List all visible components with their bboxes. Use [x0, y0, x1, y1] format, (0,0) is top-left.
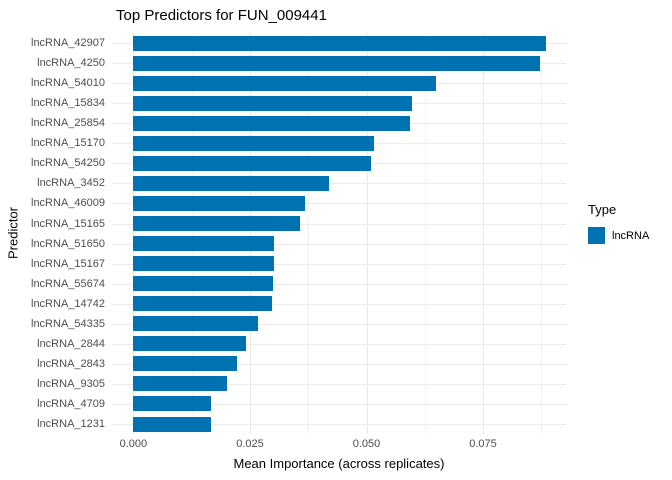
- y-tick-label: lncRNA_15170: [31, 137, 105, 150]
- bar-lncRNA_51650: [133, 236, 275, 251]
- bar-lncRNA_54250: [133, 155, 372, 171]
- legend-item-label: lncRNA: [612, 229, 650, 242]
- y-tick-label: lncRNA_51650: [31, 237, 105, 250]
- gridline-minor: [191, 33, 193, 434]
- gridline-major: [483, 33, 484, 434]
- gridline-row: [112, 323, 566, 325]
- bar-lncRNA_15165: [133, 216, 301, 231]
- y-tick-label: lncRNA_42907: [31, 37, 105, 49]
- bar-lncRNA_42907: [133, 35, 546, 51]
- x-axis-title: Mean Importance (across replicates): [233, 456, 445, 471]
- gridline-row: [112, 263, 566, 265]
- y-tick-label: lncRNA_14742: [31, 297, 105, 310]
- plot-panel: [112, 33, 566, 434]
- gridline-minor: [308, 33, 310, 434]
- x-tick-label: 0.050: [352, 438, 381, 450]
- y-tick-label: lncRNA_25854: [31, 117, 105, 130]
- y-tick-label: lncRNA_2844: [37, 337, 105, 350]
- bar-lncRNA_4250: [133, 55, 540, 71]
- gridline-row: [112, 183, 566, 185]
- y-tick-label: lncRNA_15834: [31, 97, 105, 110]
- gridline-minor: [541, 33, 543, 434]
- legend-title: Type: [588, 202, 617, 217]
- y-tick-label: lncRNA_1231: [37, 418, 105, 430]
- bar-lncRNA_3452: [133, 175, 330, 191]
- legend-swatch-icon: [588, 227, 605, 244]
- gridline-major: [366, 33, 368, 434]
- bar-lncRNA_2843: [133, 356, 237, 372]
- bar-lncRNA_15170: [133, 135, 374, 151]
- gridline-major: [133, 33, 135, 434]
- bar-lncRNA_1231: [133, 416, 212, 432]
- bar-lncRNA_2844: [133, 336, 246, 352]
- bar-lncRNA_54010: [133, 75, 436, 91]
- bar-lncRNA_15834: [133, 95, 413, 111]
- gridline-row: [112, 223, 566, 225]
- y-tick-label: lncRNA_4250: [37, 57, 105, 70]
- gridline-minor: [424, 33, 426, 434]
- gridline-row: [112, 283, 566, 285]
- bar-lncRNA_4709: [133, 396, 211, 412]
- bar-lncRNA_54335: [133, 316, 258, 332]
- bar-lncRNA_9305: [133, 376, 227, 392]
- gridline-row: [112, 303, 566, 305]
- y-tick-label: lncRNA_9305: [37, 377, 105, 390]
- gridline-row: [112, 243, 566, 245]
- y-tick-label: lncRNA_2843: [37, 357, 105, 370]
- gridline-row: [112, 363, 566, 365]
- bar-lncRNA_15167: [133, 256, 275, 272]
- bar-lncRNA_46009: [133, 195, 305, 211]
- gridline-row: [112, 383, 566, 385]
- chart-title: Top Predictors for FUN_009441: [116, 7, 327, 24]
- x-tick-label: 0.075: [469, 438, 497, 450]
- bar-lncRNA_25854: [133, 115, 410, 131]
- x-tick-label: 0.000: [119, 438, 148, 450]
- gridline-row: [112, 424, 566, 425]
- y-tick-label: lncRNA_54010: [31, 77, 105, 90]
- y-tick-label: lncRNA_55674: [31, 277, 105, 290]
- bar-lncRNA_55674: [133, 276, 273, 292]
- y-tick-label: lncRNA_3452: [37, 177, 105, 190]
- gridline-major: [250, 33, 251, 434]
- y-tick-label: lncRNA_15165: [31, 217, 105, 230]
- y-tick-label: lncRNA_4709: [37, 397, 105, 410]
- y-tick-label: lncRNA_46009: [31, 197, 105, 210]
- gridline-row: [112, 343, 566, 345]
- legend: Type lncRNA: [588, 202, 649, 244]
- y-axis-labels: lncRNA_42907 lncRNA_4250 lncRNA_54010 lncRN…: [0, 33, 105, 434]
- y-tick-label: lncRNA_54250: [31, 157, 105, 170]
- y-tick-label: lncRNA_54335: [31, 317, 105, 330]
- y-tick-label: lncRNA_15167: [31, 257, 105, 270]
- bar-lncRNA_14742: [133, 296, 272, 312]
- legend-item: lncRNA: [588, 227, 649, 244]
- gridline-row: [112, 403, 566, 405]
- x-tick-label: 0.025: [236, 438, 264, 450]
- gridline-row: [112, 203, 566, 205]
